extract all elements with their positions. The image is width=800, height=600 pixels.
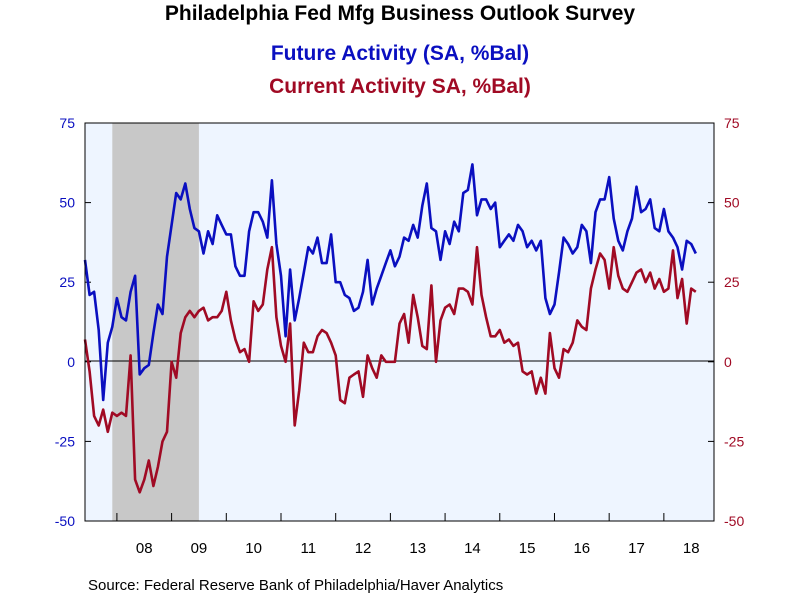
x-tick-label: 15 <box>519 540 536 557</box>
x-tick-label: 11 <box>301 540 317 557</box>
series-group <box>83 163 697 494</box>
left-tick-label: 25 <box>59 274 75 290</box>
right-tick-label: 25 <box>724 274 740 290</box>
x-tick-label: 09 <box>191 540 208 557</box>
x-tick-label: 08 <box>136 540 153 557</box>
subtitle-current-activity: Current Activity SA, %Bal) <box>269 75 531 98</box>
x-tick-label: 10 <box>245 540 262 557</box>
x-tick-label: 17 <box>628 540 645 557</box>
current-activity-line <box>83 245 697 494</box>
left-tick-label: 50 <box>59 195 75 211</box>
right-tick-label: 75 <box>724 115 740 131</box>
right-tick-label: 0 <box>724 354 732 370</box>
left-tick-label: 0 <box>67 354 75 370</box>
subtitle-future-activity: Future Activity (SA, %Bal) <box>270 42 530 65</box>
plot-frame <box>84 122 715 522</box>
x-tick-label: 13 <box>409 540 426 557</box>
left-tick-label: -50 <box>55 513 75 529</box>
right-tick-label: -50 <box>724 513 744 529</box>
left-tick-label: -25 <box>55 433 75 449</box>
left-tick-label: 75 <box>59 115 75 131</box>
x-tick-label: 16 <box>573 540 590 557</box>
x-tick-label: 12 <box>355 540 372 557</box>
source-note: Source: Federal Reserve Bank of Philadel… <box>88 577 504 594</box>
x-tick-label: 14 <box>464 540 481 557</box>
x-tick-label: 18 <box>683 540 700 557</box>
right-tick-label: 50 <box>724 195 740 211</box>
right-tick-label: -25 <box>724 433 744 449</box>
x-axis: 08 09 10 11 12 13 14 15 16 17 18 <box>116 513 700 557</box>
chart-title: Philadelphia Fed Mfg Business Outlook Su… <box>164 2 636 25</box>
future-activity-line <box>83 163 697 402</box>
